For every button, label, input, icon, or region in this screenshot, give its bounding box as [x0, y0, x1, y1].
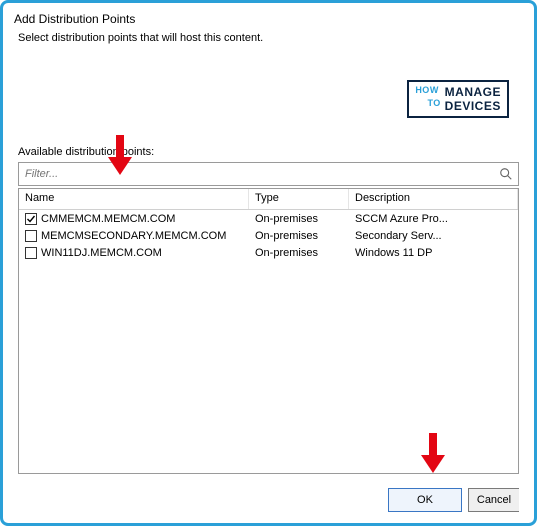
column-type[interactable]: Type [249, 189, 349, 209]
dialog-subtitle: Select distribution points that will hos… [8, 26, 529, 44]
table-row[interactable]: MEMCMSECONDARY.MEMCM.COM On-premisesSecon… [19, 227, 518, 244]
row-description: Windows 11 DP [349, 247, 518, 259]
add-distribution-points-dialog: Add Distribution Points Select distribut… [8, 8, 529, 518]
list-header: Name Type Description [19, 189, 518, 210]
row-type: On-premises [249, 247, 349, 259]
row-type: On-premises [249, 230, 349, 242]
dialog-buttons: OK Cancel [388, 488, 519, 512]
watermark-logo: HOW TO MANAGE DEVICES [407, 80, 509, 118]
row-description: Secondary Serv... [349, 230, 518, 242]
cancel-button[interactable]: Cancel [468, 488, 519, 512]
table-row[interactable]: WIN11DJ.MEMCM.COM On-premisesWindows 11 D… [19, 244, 518, 261]
filter-input[interactable] [19, 163, 494, 185]
row-checkbox[interactable] [25, 213, 37, 225]
table-row[interactable]: CMMEMCM.MEMCM.COM On-premisesSCCM Azure P… [19, 210, 518, 227]
ok-button[interactable]: OK [388, 488, 462, 512]
column-description[interactable]: Description [349, 189, 518, 209]
row-checkbox[interactable] [25, 230, 37, 242]
row-name: MEMCMSECONDARY.MEMCM.COM [41, 230, 226, 242]
row-description: SCCM Azure Pro... [349, 213, 518, 225]
column-name[interactable]: Name [19, 189, 249, 209]
distribution-points-list: Name Type Description CMMEMCM.MEMCM.COM O… [18, 188, 519, 474]
row-type: On-premises [249, 213, 349, 225]
filter-row [18, 162, 519, 186]
row-name: CMMEMCM.MEMCM.COM [41, 213, 175, 225]
row-checkbox[interactable] [25, 247, 37, 259]
available-label: Available distribution points: [18, 146, 154, 158]
row-name: WIN11DJ.MEMCM.COM [41, 247, 162, 259]
dialog-title: Add Distribution Points [8, 8, 529, 26]
search-icon[interactable] [494, 163, 518, 185]
